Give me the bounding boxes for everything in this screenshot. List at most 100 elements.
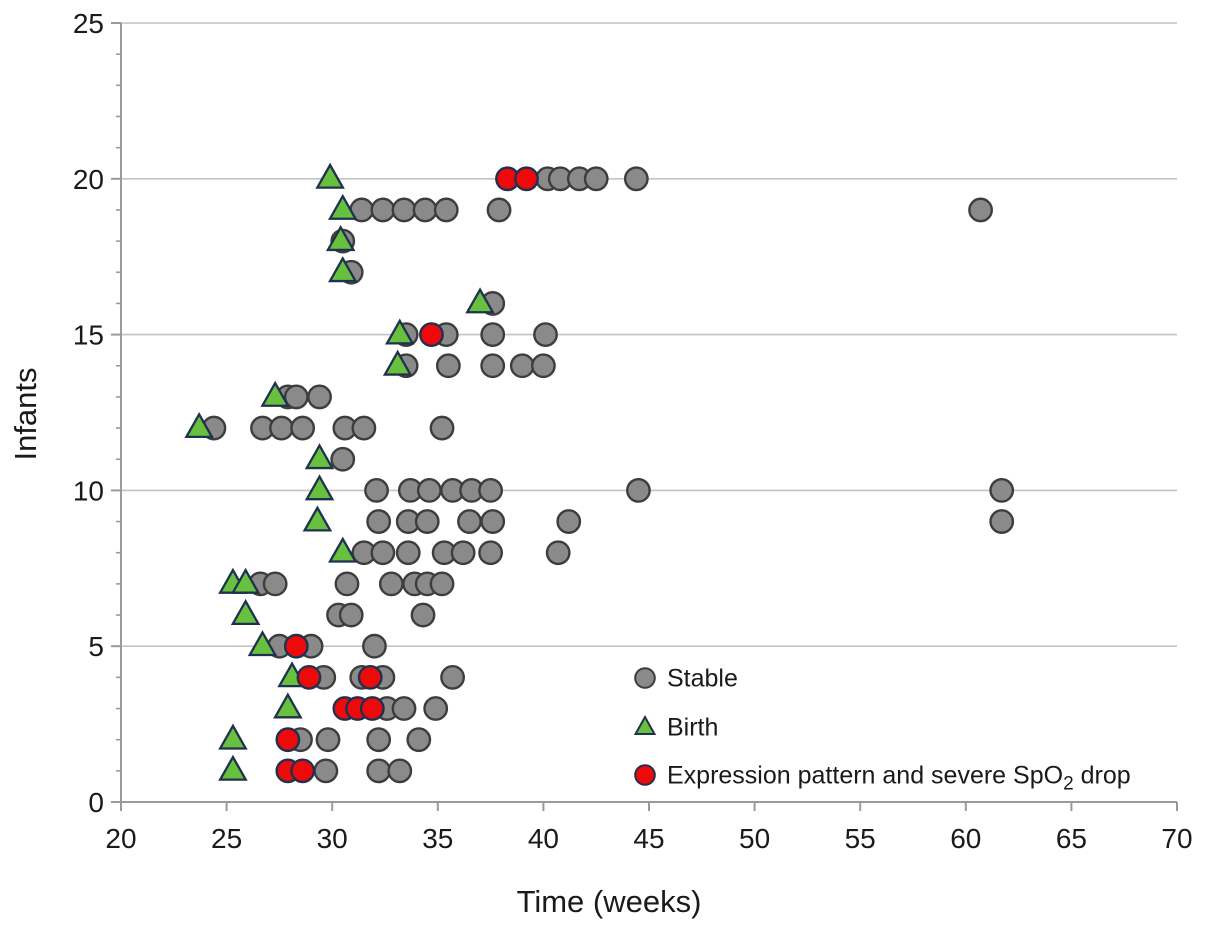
data-point-stable [626, 477, 651, 503]
data-point-stable [478, 477, 503, 503]
gridlines [121, 22, 1177, 648]
data-point-birth [385, 318, 415, 345]
x-tick-label: 40 [528, 823, 559, 854]
data-point-stable [391, 197, 417, 223]
x-tick-label: 35 [422, 823, 453, 854]
x-tick-label: 45 [633, 823, 664, 854]
data-point-birth [327, 536, 358, 563]
data-point-birth [273, 692, 303, 719]
data-point-stable [478, 540, 503, 566]
data-point-stable [989, 509, 1015, 534]
data-point-stable [435, 353, 461, 379]
series-stable [201, 166, 1015, 784]
data-point-expression [283, 633, 309, 659]
data-point-expression [419, 322, 444, 347]
data-point-birth [315, 162, 345, 189]
data-point-stable [362, 633, 387, 659]
data-point-stable [290, 415, 316, 441]
data-point-stable [366, 758, 392, 784]
data-point-stable [480, 322, 506, 347]
legend-label-expression: Expression pattern and severe SpO2 drop [667, 762, 1131, 795]
legend-triangle-icon [633, 714, 657, 735]
data-point-stable [410, 602, 436, 628]
data-point-stable [429, 415, 455, 441]
data-point-stable [509, 353, 535, 379]
data-point-stable [433, 197, 459, 223]
data-point-expression [359, 696, 385, 721]
data-point-stable [968, 197, 993, 223]
data-point-stable [391, 696, 417, 721]
series [184, 162, 1015, 784]
axes: 20 25 30 35 40 45 50 55 60 65 70 0 5 10 15 20 25 [73, 8, 1193, 854]
data-point-birth [184, 411, 214, 439]
legend-circle-icon [634, 764, 656, 786]
data-point-birth [325, 224, 356, 252]
data-point-stable [378, 571, 404, 597]
data-point-stable [262, 571, 288, 597]
data-point-stable [416, 477, 442, 503]
data-point-stable [556, 509, 582, 534]
data-point-birth [247, 630, 278, 657]
data-point-stable [338, 602, 364, 628]
data-point-stable [412, 197, 438, 223]
legend-item-stable: Stable [634, 665, 738, 693]
data-point-stable [486, 197, 512, 223]
legend-item-expression: Expression pattern and severe SpO2 drop [634, 762, 1131, 795]
data-point-stable [313, 758, 339, 784]
data-point-birth [327, 256, 358, 283]
y-tick-label: 10 [73, 475, 104, 506]
data-point-stable [307, 384, 332, 410]
data-point-stable [395, 540, 421, 566]
data-point-stable [423, 696, 449, 721]
x-tick-label: 50 [739, 823, 770, 854]
data-point-stable [269, 415, 294, 441]
data-point-stable [429, 571, 455, 597]
data-point-birth [327, 193, 358, 220]
data-point-stable [623, 166, 649, 192]
data-point-stable [989, 477, 1015, 503]
legend-label-stable: Stable [667, 665, 738, 693]
data-point-stable [440, 664, 465, 690]
series-expression [275, 166, 539, 784]
data-point-birth [382, 349, 413, 376]
x-tick-label: 55 [845, 823, 876, 854]
data-point-stable [364, 477, 389, 503]
data-point-stable [480, 353, 506, 379]
data-point-birth [304, 474, 335, 501]
data-point-stable [366, 509, 392, 534]
data-point-stable [531, 353, 556, 379]
data-point-birth [218, 754, 248, 781]
data-point-expression [296, 664, 322, 690]
x-tick-label: 70 [1161, 823, 1192, 854]
x-tick-label: 65 [1056, 823, 1087, 854]
data-point-stable [370, 197, 396, 223]
y-tick-label: 15 [73, 320, 104, 351]
x-tick-label: 60 [950, 823, 981, 854]
data-point-stable [370, 540, 396, 566]
x-tick-label: 25 [211, 823, 242, 854]
data-point-stable [406, 727, 432, 753]
data-point-birth [260, 380, 290, 407]
data-point-stable [334, 571, 360, 597]
data-point-stable [545, 540, 571, 566]
data-point-stable [366, 727, 392, 753]
data-point-expression [275, 727, 301, 753]
y-axis-title: Infants [8, 367, 43, 460]
legend: Stable Birth Expression pattern and severe… [633, 665, 1131, 795]
data-point-birth [218, 723, 248, 750]
data-point-birth [304, 443, 335, 470]
data-point-birth [230, 567, 261, 594]
data-point-stable [533, 322, 558, 347]
data-point-stable [351, 415, 377, 441]
y-tick-label: 0 [88, 787, 104, 818]
data-point-expression [514, 166, 539, 192]
data-point-stable [414, 509, 440, 534]
data-point-stable [480, 509, 506, 534]
x-tick-label: 20 [105, 823, 136, 854]
data-point-stable [330, 446, 356, 472]
x-tick-label: 30 [317, 823, 348, 854]
data-point-stable [450, 540, 476, 566]
legend-label-birth: Birth [667, 714, 718, 742]
y-tick-label: 20 [73, 164, 104, 195]
